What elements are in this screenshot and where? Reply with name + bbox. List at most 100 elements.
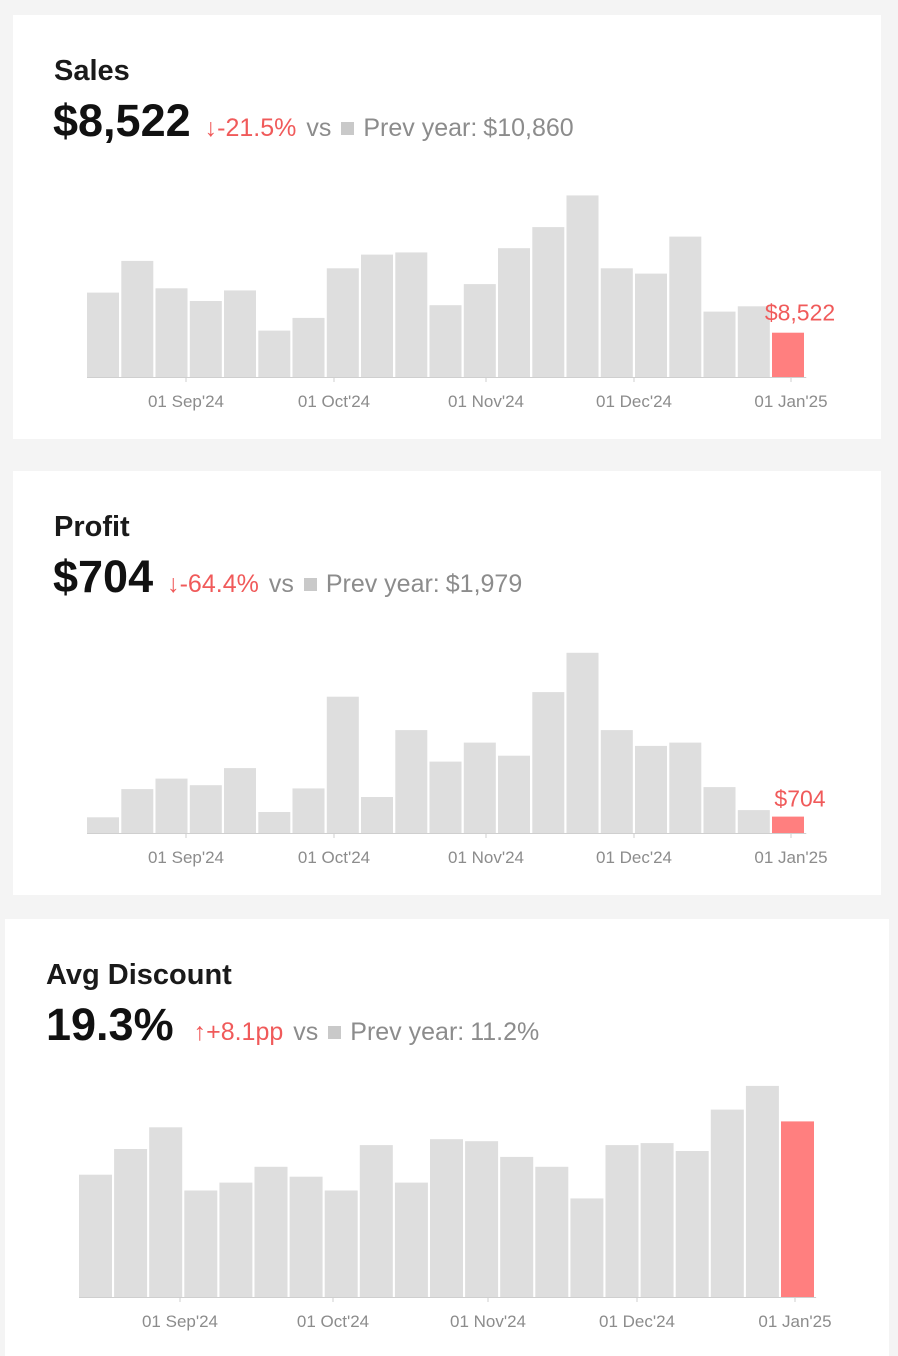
bar [292,788,325,833]
x-tick-label: 01 Dec'24 [596,392,672,411]
bar [498,248,530,377]
bar [640,1143,674,1297]
x-tick-label: 01 Oct'24 [298,392,370,411]
kpi-row: $704 ↓-64.4% vs Prev year: $1,979 [53,554,522,599]
bar [600,268,633,377]
x-tick-label: 01 Nov'24 [450,1312,526,1331]
x-tick-label: 01 Sep'24 [142,1312,218,1331]
sales-chart: 01 Sep'24 01 Oct'24 01 Nov'24 01 Dec'24 01 J… [87,195,835,411]
bar [149,1127,183,1297]
prev-year-label: Prev year: [350,1018,465,1046]
sales-card: Sales $8,522 ↓-21.5% vs Prev year: $10,8… [13,15,881,439]
bar [395,252,428,377]
bar [361,254,393,377]
x-tick-label: 01 Jan'25 [754,848,827,867]
kpi-value: $704 [53,551,154,602]
bar [395,730,428,833]
bar [79,1174,112,1297]
bar-current [772,332,804,377]
bar [635,745,667,833]
bar [669,742,702,833]
bar [326,696,359,833]
bar [224,290,256,377]
kpi-change: ↓-21.5% [205,116,297,141]
bar [675,1151,709,1297]
kpi-value: $8,522 [53,95,191,146]
bar [463,742,496,833]
bar [566,652,599,833]
card-title: Avg Discount [46,959,232,991]
card-title: Sales [54,55,130,87]
bar [184,1190,218,1297]
kpi-value: 19.3% [46,999,174,1050]
x-tick-label: 01 Oct'24 [298,848,370,867]
bar-current [772,816,804,833]
bar [254,1166,288,1297]
bar [535,1166,569,1297]
bar [224,768,256,833]
change-value: -64.4% [179,570,259,598]
x-tick-label: 01 Oct'24 [297,1312,369,1331]
prev-year-value: $1,979 [445,570,523,598]
x-tick-label: 01 Sep'24 [148,392,224,411]
x-tick-label: 01 Jan'25 [754,392,827,411]
bar [326,268,359,377]
kpi-change: ↑+8.1pp [194,1020,284,1045]
x-tick-label: 01 Nov'24 [448,848,524,867]
arrow-down-icon: ↓ [204,114,218,142]
x-tick-label: 01 Nov'24 [448,392,524,411]
prev-year-swatch-icon [328,1026,342,1039]
bar [498,755,530,833]
change-value: +8.1pp [206,1018,284,1046]
x-tick-label: 01 Dec'24 [599,1312,675,1331]
prev-year-swatch-icon [341,122,355,135]
avg-discount-chart: 01 Sep'24 01 Oct'24 01 Nov'24 01 Dec'24 01 J… [79,1085,832,1331]
current-value-label: $704 [774,786,825,812]
bar [359,1145,393,1297]
vs-label: vs [293,1018,319,1046]
current-value-label: $8,522 [765,300,835,326]
profit-card: Profit $704 ↓-64.4% vs Prev year: $1,979… [13,471,881,895]
bar [394,1182,428,1297]
bar [737,306,770,377]
x-tick-label: 01 Sep'24 [148,848,224,867]
bar [87,817,119,833]
bar [155,778,188,833]
bar [500,1156,534,1297]
bar [429,761,462,833]
bar [189,785,222,833]
bar [189,301,222,377]
kpi-change: ↓-64.4% [167,572,259,597]
bar [570,1198,604,1297]
bar [600,730,633,833]
bar [710,1109,744,1297]
bar [703,311,736,377]
bar [289,1176,323,1297]
bar [361,797,393,833]
bar [566,195,599,377]
bar [114,1149,148,1297]
bar [532,692,565,833]
bar [219,1182,253,1297]
change-value: -21.5% [217,114,297,142]
bar [463,284,496,377]
bar-current [781,1121,814,1297]
x-tick-label: 01 Jan'25 [758,1312,831,1331]
vs-label: vs [306,114,332,142]
bar [429,305,462,377]
vs-label: vs [268,570,294,598]
prev-year-value: $10,860 [483,114,574,142]
bar [292,317,325,377]
prev-year-value: 11.2% [470,1018,540,1046]
bar [155,288,188,377]
bar [737,810,770,833]
bar [121,260,154,377]
bar [669,236,702,377]
bar [703,787,736,833]
bar [258,812,291,833]
bar [635,273,667,377]
bar [605,1145,639,1297]
kpi-row: 19.3% ↑+8.1pp vs Prev year: 11.2% [46,1002,539,1047]
bar [258,330,291,377]
bar [324,1190,358,1297]
